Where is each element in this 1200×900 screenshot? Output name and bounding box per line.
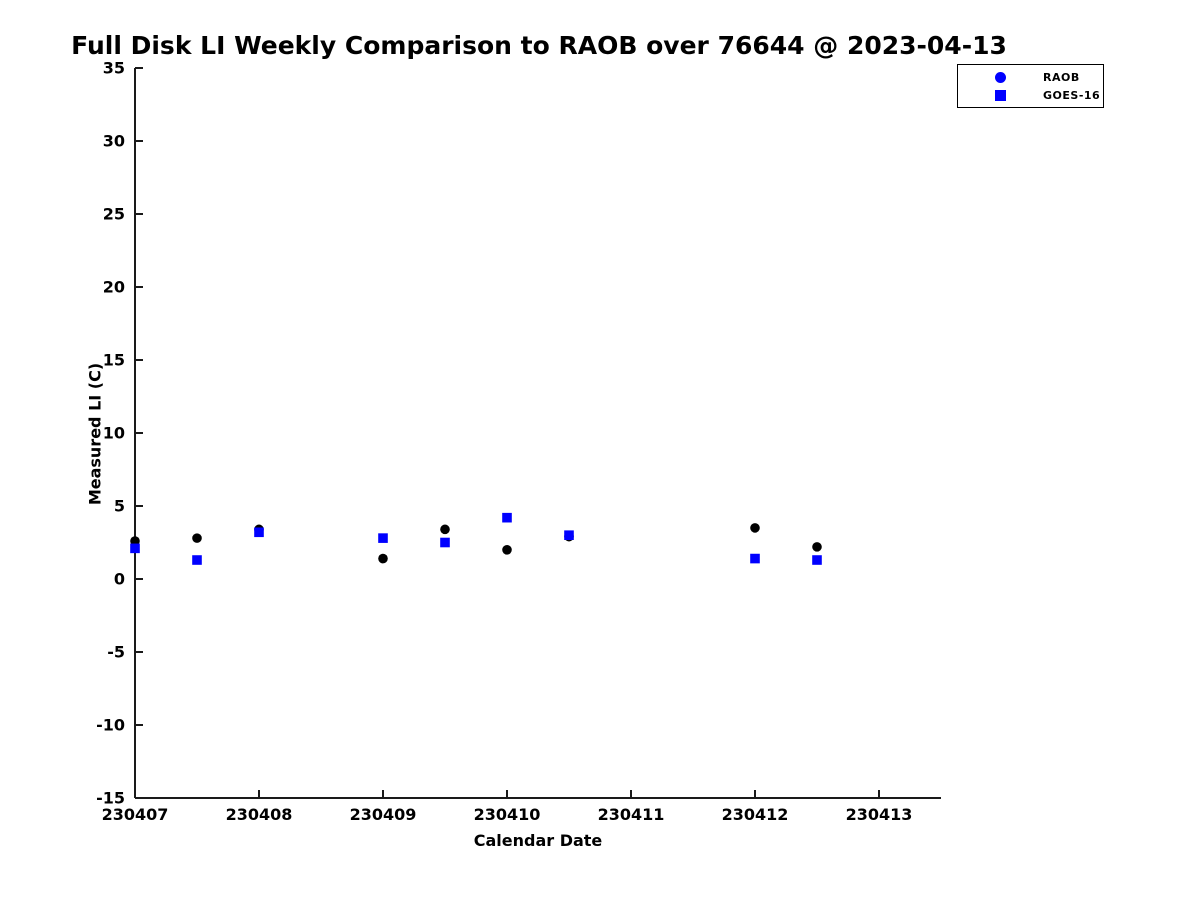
legend-entry-goes-16: GOES-16: [958, 87, 1103, 103]
y-tick-label: 30: [103, 132, 125, 151]
circle-marker-icon: [995, 71, 1006, 83]
data-point-goes-16: [440, 537, 450, 548]
data-point-goes-16: [812, 555, 822, 565]
y-tick-label: 20: [103, 278, 125, 297]
x-tick-label: 230410: [474, 805, 541, 824]
data-point-raob: [750, 523, 760, 533]
data-point-goes-16: [750, 553, 760, 564]
data-point-goes-16: [502, 512, 512, 523]
data-point-goes-16: [192, 555, 202, 565]
y-tick-label: 15: [103, 351, 125, 370]
x-tick-label: 230408: [226, 805, 293, 824]
data-point-goes-16: [254, 527, 264, 538]
y-tick-label: 5: [114, 497, 125, 516]
x-tick-label: 230409: [350, 805, 417, 824]
legend-label-raob: RAOB: [1043, 70, 1080, 84]
legend: RAOB GOES-16: [957, 64, 1104, 108]
y-tick-label: 10: [103, 424, 125, 443]
x-tick-label: 230407: [102, 805, 169, 824]
y-tick-label: 35: [103, 59, 125, 78]
legend-label-goes-16: GOES-16: [1043, 88, 1101, 102]
data-point-raob: [130, 536, 140, 546]
data-point-raob: [378, 553, 388, 564]
x-axis-label: Calendar Date: [473, 831, 603, 850]
y-tick-label: 0: [114, 570, 125, 589]
data-point-goes-16: [130, 543, 140, 554]
legend-entry-raob: RAOB: [958, 69, 1103, 85]
x-tick-label: 230411: [598, 805, 665, 824]
x-tick-label: 230412: [722, 805, 789, 824]
square-marker-icon: [995, 89, 1006, 101]
data-point-goes-16: [564, 530, 574, 540]
data-point-raob: [812, 542, 822, 552]
data-point-raob: [502, 545, 512, 555]
x-tick-label: 230413: [846, 805, 913, 824]
data-point-raob: [440, 524, 450, 535]
y-axis-label: Measured LI (C): [85, 362, 105, 506]
chart-title: Full Disk LI Weekly Comparison to RAOB o…: [71, 31, 1007, 60]
y-tick-label: -10: [96, 716, 125, 735]
y-tick-label: -5: [107, 643, 125, 662]
data-point-goes-16: [378, 533, 388, 543]
data-point-raob: [192, 533, 202, 543]
y-tick-label: -15: [96, 789, 125, 808]
y-tick-label: 25: [103, 205, 125, 224]
